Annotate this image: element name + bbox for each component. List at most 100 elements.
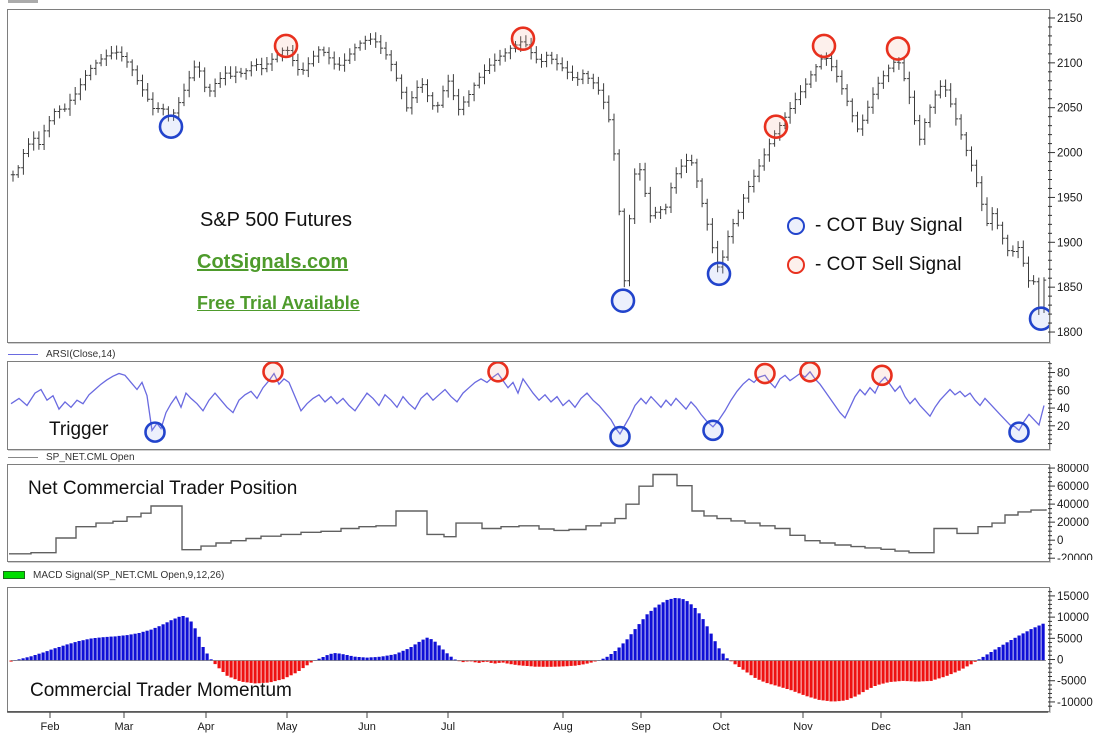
buy-signal-circle <box>609 425 631 448</box>
y-tick-label: 1800 <box>1057 327 1083 339</box>
macd-indicator-label: MACD Signal(SP_NET.CML Open,9,12,26) <box>33 569 225 581</box>
buy-signal-circle <box>702 419 724 442</box>
clipped-text-fragment <box>8 0 38 3</box>
month-label: May <box>277 721 298 733</box>
net-position-canvas[interactable] <box>8 465 1049 561</box>
y-tick-label: 1900 <box>1057 237 1083 249</box>
sell-signal-circle <box>510 26 536 52</box>
sell-signal-circle <box>799 362 821 383</box>
y-tick-label: 60000 <box>1057 481 1089 493</box>
arsi-indicator-legend: ARSI(Close,14) <box>8 348 116 360</box>
buy-signal-circle <box>610 288 636 314</box>
month-label: Feb <box>41 721 60 733</box>
momentum-label: Commercial Trader Momentum <box>30 680 292 701</box>
y-tick-label: 15000 <box>1057 591 1089 603</box>
sell-signal-circle <box>811 33 837 59</box>
month-label: Mar <box>115 721 134 733</box>
y-tick-label: 0 <box>1057 535 1063 547</box>
macd-histogram <box>9 598 1045 702</box>
y-tick-label: -5000 <box>1057 676 1086 688</box>
sell-signal-circle <box>487 362 509 383</box>
legend-buy-row: - COT Buy Signal <box>787 215 962 237</box>
macd-indicator-legend: MACD Signal(SP_NET.CML Open,9,12,26) <box>3 569 225 581</box>
macd-panel[interactable]: Commercial Trader Momentum <box>7 587 1050 712</box>
macd-swatch-icon <box>3 571 25 579</box>
sell-signal-swatch-icon <box>787 256 805 274</box>
y-tick-label: 1950 <box>1057 192 1083 204</box>
buy-signal-swatch-icon <box>787 217 805 235</box>
y-axis-ticks: -10000 -5000 0 5000 10000 15000 <box>1048 591 1093 709</box>
y-tick-label: 2150 <box>1057 13 1083 25</box>
month-label: Jan <box>953 721 971 733</box>
buy-signal-circle <box>144 421 166 443</box>
y-tick-label: 80 <box>1057 368 1070 380</box>
y-tick-label: 20000 <box>1057 517 1089 529</box>
net-position-label: Net Commercial Trader Position <box>28 478 298 499</box>
month-label: Sep <box>631 721 651 733</box>
buy-legend-label: - COT Buy Signal <box>815 215 963 236</box>
net-indicator-legend: SP_NET.CML Open <box>8 451 135 463</box>
time-x-axis: Feb Mar Apr May Jun Jul Aug Sep Oct Nov Dec Jan <box>7 711 1048 733</box>
arsi-panel[interactable]: Trigger <box>7 361 1050 450</box>
y-tick-label: 40000 <box>1057 499 1089 511</box>
net-indicator-label: SP_NET.CML Open <box>46 451 135 463</box>
price-panel[interactable]: S&P 500 Futures CotSignals.com Free Tria… <box>7 9 1050 343</box>
y-tick-label: -10000 <box>1057 697 1093 709</box>
y-tick-label: 2050 <box>1057 103 1083 115</box>
month-label: Aug <box>553 721 573 733</box>
month-label: Jun <box>358 721 376 733</box>
price-chart-canvas[interactable] <box>8 10 1049 342</box>
y-axis-ticks: 20 40 60 80 <box>1048 363 1070 445</box>
trigger-label: Trigger <box>49 419 109 440</box>
month-label: Dec <box>871 721 891 733</box>
cotsignals-link[interactable]: CotSignals.com <box>197 251 349 273</box>
sell-signal-circle <box>262 362 284 383</box>
y-tick-label: 80000 <box>1057 464 1089 475</box>
month-label: Oct <box>712 721 729 733</box>
symbol-title: S&P 500 Futures <box>200 209 352 231</box>
arsi-chart-canvas[interactable] <box>8 362 1049 449</box>
net-position-line <box>9 473 1047 555</box>
sell-legend-label: - COT Sell Signal <box>815 254 962 275</box>
y-tick-label: 1850 <box>1057 282 1083 294</box>
sell-signal-circle <box>885 36 911 61</box>
macd-y-axis: -10000 -5000 0 5000 10000 15000 <box>1048 591 1093 709</box>
buy-signal-circle <box>158 114 184 139</box>
y-tick-label: 40 <box>1057 403 1070 415</box>
net-position-panel[interactable]: Net Commercial Trader Position <box>7 464 1050 562</box>
free-trial-link[interactable]: Free Trial Available <box>197 293 360 313</box>
y-tick-label: 60 <box>1057 385 1070 397</box>
y-axis-ticks: 1800 1850 1900 1950 2000 2050 2100 2150 <box>1048 13 1083 339</box>
month-label: Apr <box>197 721 214 733</box>
sell-signal-circle <box>763 114 789 139</box>
y-tick-label: 2100 <box>1057 58 1083 70</box>
net-y-axis: -20000 0 20000 40000 60000 80000 <box>1048 464 1093 560</box>
line-swatch-icon <box>8 456 38 458</box>
sell-signal-circle <box>754 362 776 385</box>
y-tick-label: 0 <box>1057 655 1063 667</box>
legend-sell-row: - COT Sell Signal <box>787 254 961 276</box>
sell-signal-circle <box>273 33 299 59</box>
line-swatch-icon <box>8 353 38 355</box>
month-label: Nov <box>793 721 813 733</box>
y-axis-ticks: -20000 0 20000 40000 60000 80000 <box>1048 464 1093 560</box>
y-tick-label: 20 <box>1057 421 1070 433</box>
month-label: Jul <box>441 721 455 733</box>
y-tick-label: 2000 <box>1057 148 1083 160</box>
y-tick-label: -20000 <box>1057 553 1093 560</box>
macd-canvas[interactable] <box>8 588 1049 711</box>
price-signal-markers <box>158 26 1049 331</box>
buy-signal-circle <box>706 261 732 287</box>
sell-signal-circle <box>871 364 893 387</box>
x-axis-ticks: Feb Mar Apr May Jun Jul Aug Sep Oct Nov Dec Jan <box>41 712 971 733</box>
price-y-axis: 1800 1850 1900 1950 2000 2050 2100 2150 <box>1048 13 1083 339</box>
y-tick-label: 5000 <box>1057 633 1083 645</box>
arsi-indicator-label: ARSI(Close,14) <box>46 348 116 360</box>
arsi-y-axis: 20 40 60 80 <box>1048 363 1070 445</box>
y-tick-label: 10000 <box>1057 612 1089 624</box>
arsi-signal-markers <box>144 362 1030 448</box>
buy-signal-circle <box>1028 306 1049 331</box>
buy-signal-circle <box>1008 421 1030 443</box>
price-bars <box>10 32 1047 315</box>
